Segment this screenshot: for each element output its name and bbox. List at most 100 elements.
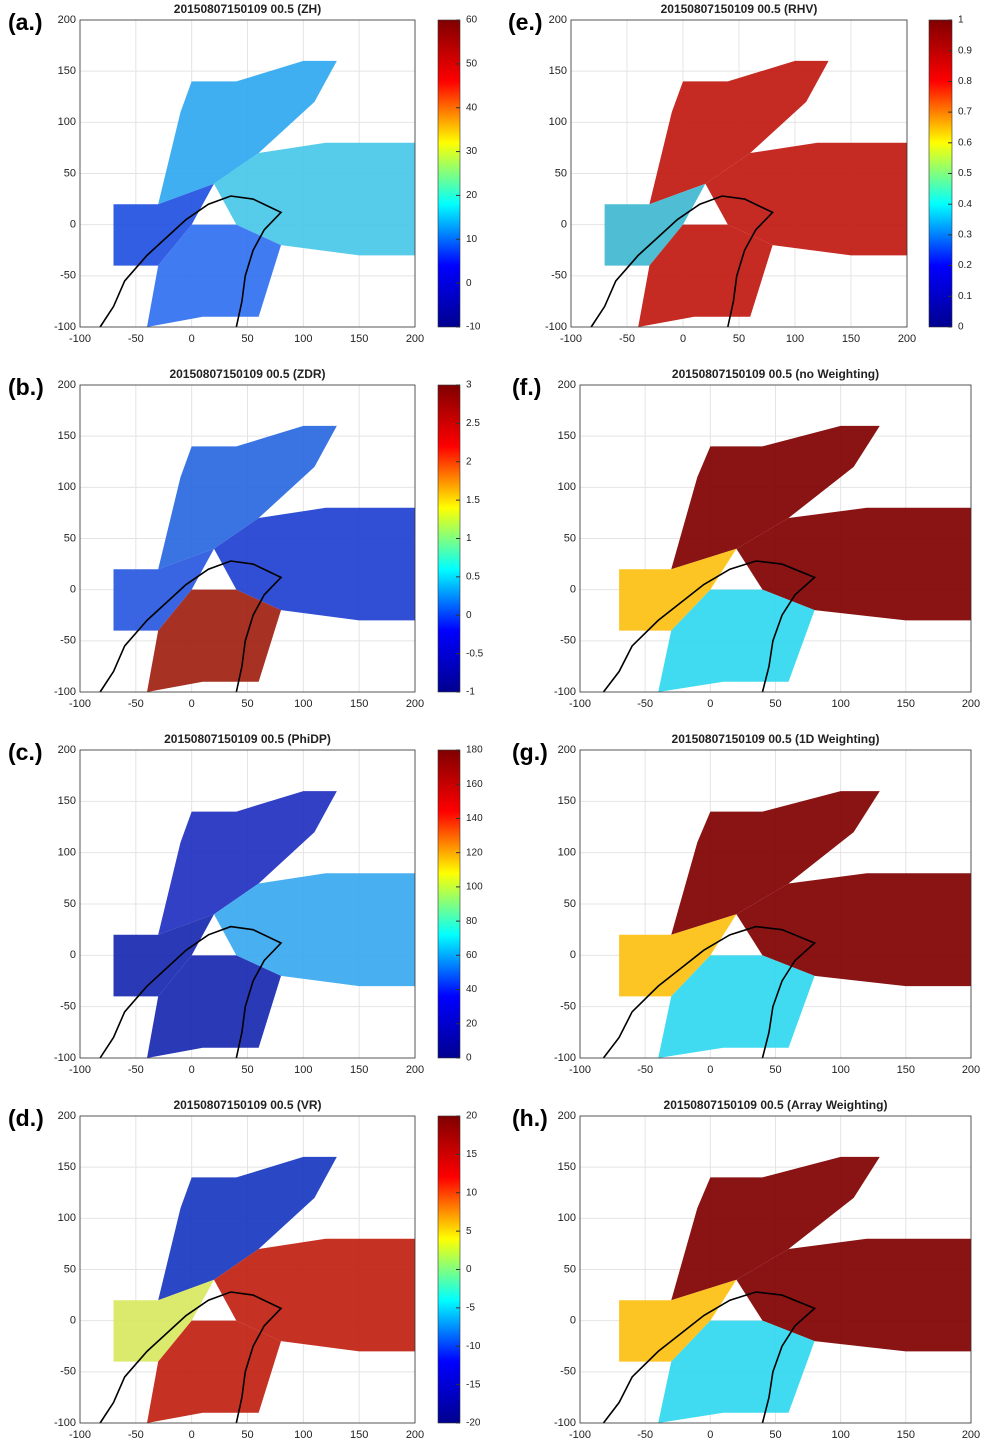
colorbar-tick-label: 0.3 [958,230,972,241]
x-tick-label: 150 [350,1064,368,1076]
echo-region [147,224,281,327]
panel-title: 20150807150109 00.5 (VR) [173,1098,321,1112]
colorbar-tick-label: 10 [466,234,478,245]
axes-frame [579,1115,972,1424]
y-tick-label: 200 [558,1110,576,1122]
coastline [590,195,774,328]
x-tick-label: 200 [962,698,980,710]
y-tick-label: 200 [558,744,576,756]
x-tick-label: 200 [898,333,916,345]
colorbar-tick-label: -5 [466,1303,475,1314]
colorbar-tick-label: -15 [466,1379,481,1390]
panel-title: 20150807150109 00.5 (PhiDP) [164,732,331,746]
y-tick-label: 50 [64,167,76,179]
x-tick-label: -100 [69,1064,91,1076]
x-tick-label: 50 [769,1064,781,1076]
echo-region [113,183,214,266]
colorbar-tick-label: -1 [466,687,475,698]
x-tick-label: 150 [350,333,368,345]
panel-label: (e.) [508,9,543,35]
echo-region [214,507,415,621]
x-tick-label: 150 [350,698,368,710]
y-tick-label: 0 [70,949,76,961]
panel: -100 -50 0 50 100 150 200-100-5005010015020020… [8,367,484,710]
x-tick-label: -50 [128,698,144,710]
panel-title: 20150807150109 00.5 (ZDR) [169,367,325,381]
x-tick-label: 50 [769,698,781,710]
y-tick-label: 150 [58,65,76,77]
axes-frame [79,749,416,1059]
panel-title: 20150807150109 00.5 (no Weighting) [672,367,879,381]
echo-region [736,1238,971,1352]
colorbar-tick-label: 0.6 [958,137,972,148]
echo-region [158,1156,337,1301]
echo-region [113,548,214,631]
y-tick-label: -100 [54,1417,76,1429]
y-tick-label: 200 [558,379,576,391]
colorbar-tick-label: 20 [466,1018,478,1029]
panel-label: (g.) [512,739,548,765]
y-tick-label: 150 [558,1161,576,1173]
y-tick-label: -100 [54,686,76,698]
colorbar-tick-label: 0.8 [958,76,972,87]
echo-region [147,955,281,1058]
x-tick-label: 0 [189,1429,195,1441]
echo-region [619,548,737,631]
colorbar-tick-label: 60 [466,950,478,961]
echo-region [638,224,773,327]
echo-region [214,1238,415,1352]
y-tick-label: 0 [570,949,576,961]
y-tick-label: 200 [58,1110,76,1122]
colorbar-tick-label: 20 [466,190,478,201]
echo-region [147,589,281,692]
x-tick-label: 50 [241,1064,253,1076]
echo-region [736,873,971,987]
colorbar-tick-label: 120 [466,847,483,858]
echo-region [158,791,337,935]
x-tick-label: 50 [241,698,253,710]
x-tick-label: 100 [831,1064,849,1076]
y-tick-label: 50 [564,1263,576,1275]
colorbar-tick-label: -10 [466,322,481,333]
panel: -100 -50 0 50 100 150 200-100-5005010015020020… [512,1098,980,1441]
y-tick-label: 50 [555,167,567,179]
y-tick-label: 100 [558,1212,576,1224]
y-tick-label: 200 [549,14,567,26]
x-tick-label: 200 [406,698,424,710]
echo-region [214,142,415,256]
colorbar-tick-label: 180 [466,745,483,756]
y-tick-label: -50 [560,1366,576,1378]
colorbar [437,19,461,328]
echo-region [671,1156,880,1301]
colorbar-tick-label: 0 [466,1264,472,1275]
x-tick-label: 0 [189,1064,195,1076]
colorbar-tick-label: 160 [466,779,483,790]
coastline [99,925,283,1059]
echo-region [649,60,829,205]
x-tick-label: 100 [831,698,849,710]
y-tick-label: 100 [558,481,576,493]
panel-title: 20150807150109 00.5 (RHV) [661,2,818,16]
x-tick-label: -100 [69,333,91,345]
colorbar-tick-label: 2.5 [466,418,480,429]
colorbar-tick-label: 0.5 [958,168,972,179]
axes-frame [79,384,416,693]
echo-region [736,507,971,621]
colorbar-tick-label: 20 [466,1111,478,1122]
y-tick-label: 200 [58,744,76,756]
echo-region [158,425,337,570]
panel-label: (d.) [8,1105,44,1131]
y-tick-label: 150 [558,430,576,442]
x-tick-label: -100 [69,1429,91,1441]
y-tick-label: -100 [545,321,567,333]
echo-region [671,791,880,935]
y-tick-label: -50 [60,1366,76,1378]
panel-label: (a.) [8,9,43,35]
y-tick-label: -100 [54,321,76,333]
echo-region [158,60,337,205]
colorbar-tick-label: 140 [466,813,483,824]
y-tick-label: 0 [70,584,76,596]
coastline [602,1291,817,1424]
x-tick-label: 150 [350,1429,368,1441]
colorbar-tick-label: 5 [466,1226,472,1237]
